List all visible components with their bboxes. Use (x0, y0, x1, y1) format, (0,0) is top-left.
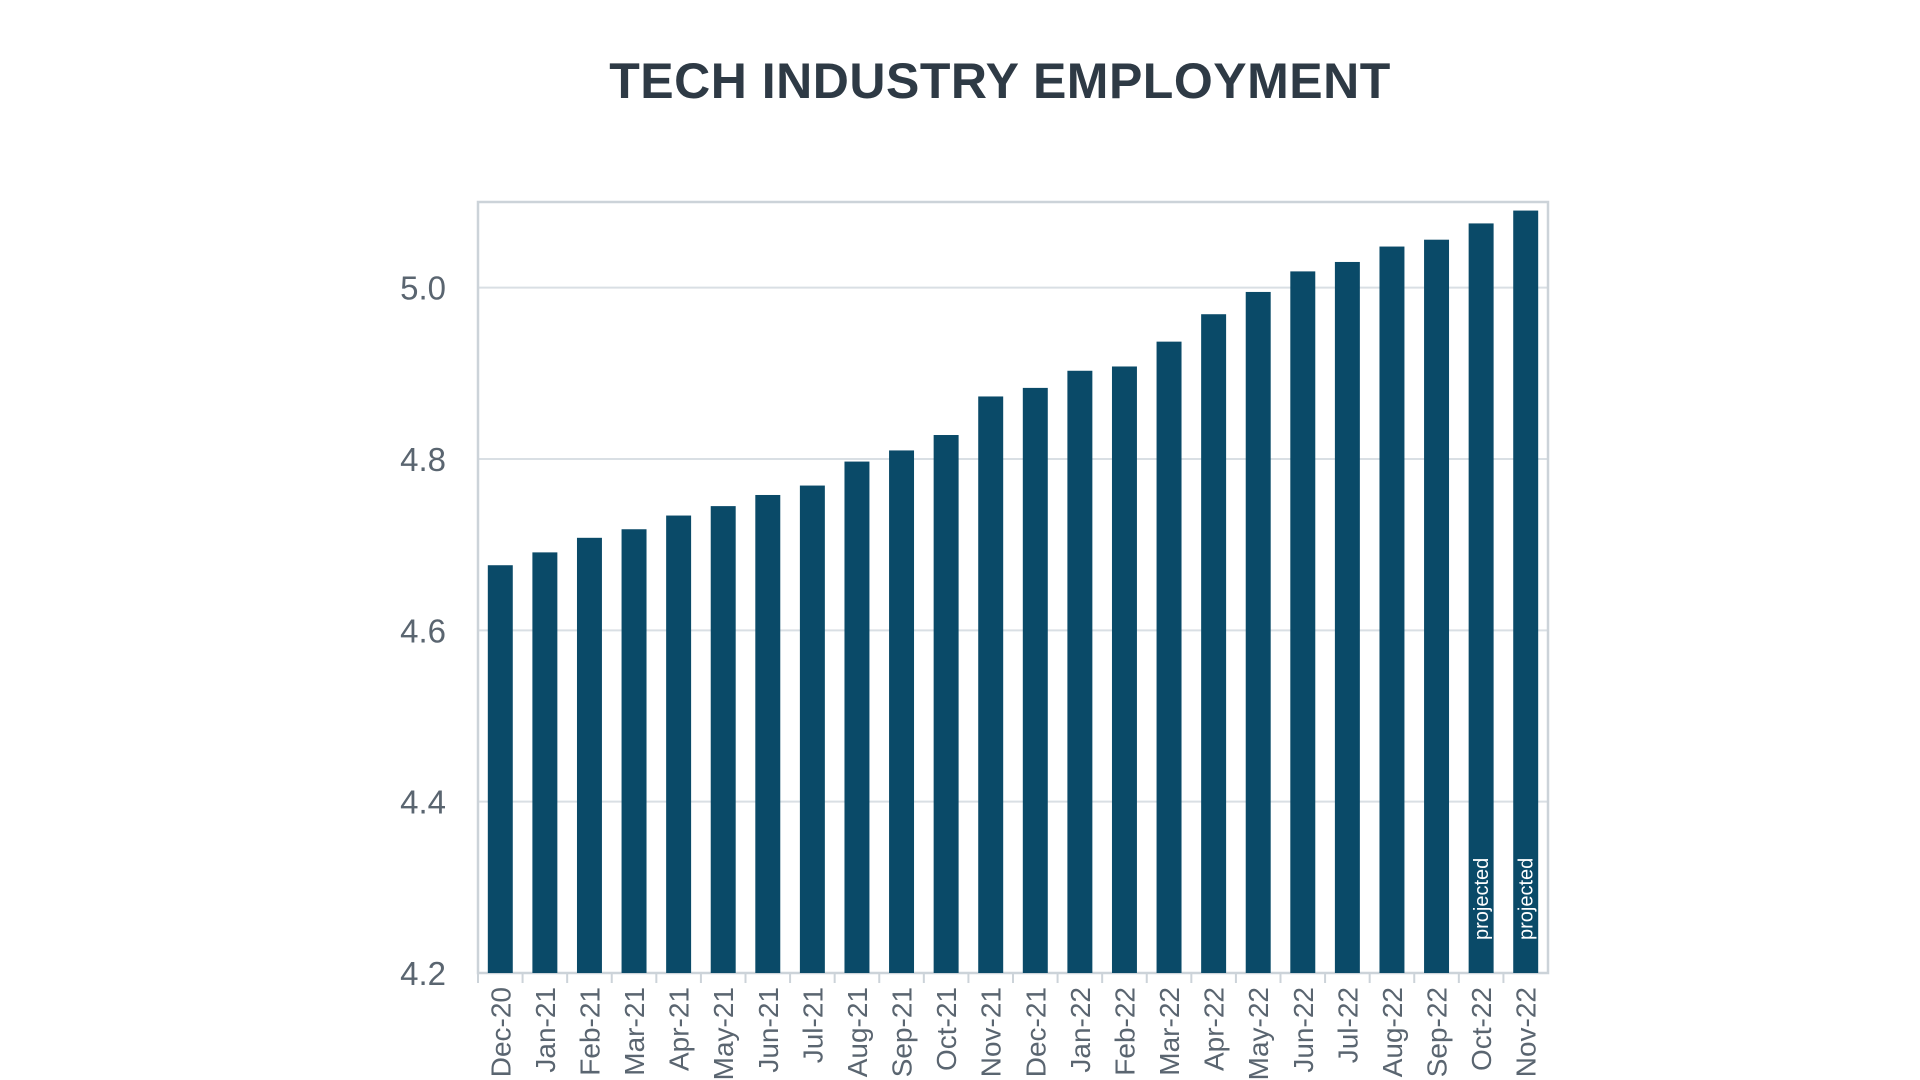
bar-jul-22 (1334, 261, 1360, 973)
x-tick-label: Apr-22 (1199, 987, 1230, 1071)
x-tick-label: Nov-21 (976, 987, 1007, 1077)
bar-oct-22 (1468, 223, 1494, 973)
bar-aug-21 (844, 461, 870, 973)
y-tick-label: 5.0 (400, 270, 446, 307)
y-axis-ticks: 4.2 4.4 4.6 4.8 5.0 (400, 270, 446, 992)
x-tick-label: Feb-22 (1109, 987, 1140, 1076)
x-tick-label: May-22 (1243, 987, 1274, 1080)
x-tick-label: Dec-21 (1020, 987, 1051, 1077)
x-tick-label: Sep-21 (887, 987, 918, 1077)
bar-jun-21 (755, 494, 781, 973)
projected-annotation: projected (1516, 858, 1538, 940)
x-tick-label: Sep-22 (1422, 987, 1453, 1077)
bar-jun-22 (1290, 271, 1316, 973)
bar-jan-21 (532, 552, 558, 973)
x-tick-label: Aug-22 (1377, 987, 1408, 1077)
x-tick-label: Aug-21 (842, 987, 873, 1077)
y-tick-label: 4.6 (400, 612, 446, 649)
x-tick-label: Mar-22 (1154, 987, 1185, 1076)
x-tick-label: Nov-22 (1511, 987, 1542, 1077)
x-tick-label: Mar-21 (619, 987, 650, 1076)
bar-apr-21 (666, 515, 692, 973)
bar-nov-22 (1513, 210, 1539, 974)
x-tick-label: Jan-22 (1065, 987, 1096, 1073)
x-tick-label: Jun-21 (753, 987, 784, 1073)
bar-sep-21 (889, 450, 915, 973)
x-tick-label: Feb-21 (574, 987, 605, 1076)
y-tick-label: 4.2 (400, 955, 446, 992)
bar-may-21 (710, 506, 736, 973)
bar-jan-22 (1067, 370, 1093, 974)
bar-dec-20 (487, 565, 513, 973)
x-tick-label: Dec-20 (485, 987, 516, 1077)
chart-title: TECH INDUSTRY EMPLOYMENT (609, 53, 1390, 109)
y-tick-label: 4.4 (400, 784, 446, 821)
bar-may-22 (1245, 291, 1271, 973)
bar-apr-22 (1201, 314, 1227, 973)
bar-oct-21 (933, 435, 959, 974)
x-tick-label: Oct-22 (1466, 987, 1497, 1071)
x-tick-label: Jul-21 (797, 987, 828, 1063)
annotations: projected projected (1471, 858, 1538, 940)
bars (487, 210, 1539, 974)
x-tick-label: Jan-21 (530, 987, 561, 1073)
x-tick-label: Apr-21 (664, 987, 695, 1071)
x-tick-label: Jul-22 (1332, 987, 1363, 1063)
bar-feb-22 (1111, 366, 1137, 974)
bar-mar-22 (1156, 341, 1182, 973)
bar-nov-21 (978, 396, 1004, 973)
y-tick-label: 4.8 (400, 441, 446, 478)
x-tick-label: Oct-21 (931, 987, 962, 1071)
bar-dec-21 (1022, 387, 1048, 973)
bar-aug-22 (1379, 246, 1405, 974)
x-tick-label: Jun-22 (1288, 987, 1319, 1073)
bar-feb-21 (576, 537, 602, 973)
bar-jul-21 (799, 485, 825, 973)
x-axis-ticks: Dec-20 Jan-21 Feb-21 Mar-21 Apr-21 May-21 Jun-… (477, 973, 1542, 1080)
x-tick-label: May-21 (708, 987, 739, 1080)
bar-sep-22 (1424, 239, 1450, 973)
projected-annotation: projected (1471, 858, 1493, 940)
bar-mar-21 (621, 529, 647, 973)
